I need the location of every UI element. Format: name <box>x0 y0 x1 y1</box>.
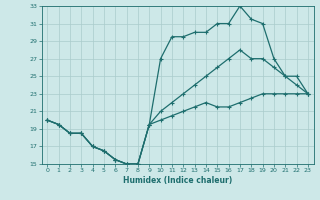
X-axis label: Humidex (Indice chaleur): Humidex (Indice chaleur) <box>123 176 232 185</box>
